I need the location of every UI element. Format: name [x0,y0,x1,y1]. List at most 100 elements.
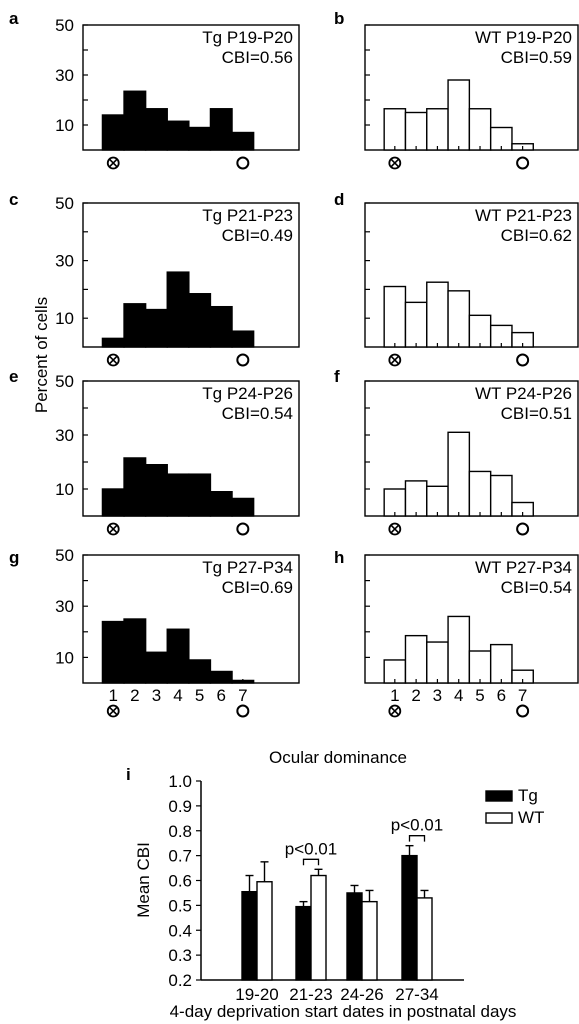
x-axis-title-ocular-dominance: Ocular dominance [269,748,407,767]
y-tick-label: 1.0 [168,772,192,791]
y-tick-label: 30 [55,597,74,616]
bar-3 [144,651,168,684]
y-tick-label: 0.2 [168,971,192,990]
bar-5 [468,650,492,684]
contralateral-eye-symbol [106,522,120,536]
cbi-label: CBI=0.51 [501,404,572,423]
panel-group-label: Tg P21-P23 [202,206,293,225]
age-label: P19-P20 [227,28,293,47]
x-tick-label: 27-34 [395,985,438,1004]
bar-5 [188,473,212,517]
bar-4 [447,79,471,151]
genotype-label: Tg [202,28,222,47]
cbi-label: CBI=0.54 [501,578,572,597]
contralateral-eye-symbol [106,156,120,170]
bar-5 [468,470,492,517]
bar-wt-27-34 [416,897,433,981]
legend-label-tg: Tg [518,786,538,805]
panel-letter: i [126,765,131,784]
bar-4 [166,473,190,517]
x-tick-label: 2 [411,686,420,705]
bar-wt-24-26 [361,900,378,981]
y-tick-label: 50 [55,372,74,391]
y-tick-label: 30 [55,66,74,85]
legend-swatch-tg [485,790,513,802]
y-tick-label: 50 [55,546,74,565]
panel-letter: c [9,190,18,209]
panel-group-label: WT P21-P23 [475,206,572,225]
x-tick-label: 2 [130,686,139,705]
bar-5 [468,314,492,348]
panel-letter: g [9,548,19,567]
genotype-label: WT [475,384,501,403]
cbi-label: CBI=0.56 [222,48,293,67]
x-tick-label: 4 [173,686,182,705]
genotype-label: Tg [202,558,222,577]
bar-wt-21-23 [310,874,327,981]
open-circle-icon [516,522,530,536]
bar-2 [123,90,147,151]
age-label: P27-P34 [506,558,572,577]
bar-tg-19-20 [241,890,258,981]
panel-group-label: Tg P19-P20 [202,28,293,47]
bar-5 [468,108,492,151]
panel-i: i 1.0 0.9 0.8 0.7 0.6 0.5 0.4 0.3 0.2 Mean CBI 4-da… [126,765,544,1021]
age-label: P24-P26 [227,384,293,403]
y-tick-label: 10 [55,116,74,135]
bar-2 [404,301,428,348]
panel-letter: b [334,9,344,28]
bar-3 [426,281,449,348]
bar-tg-21-23 [295,905,312,981]
cross-stroke [108,158,118,168]
y-tick-label: 0.3 [168,946,192,965]
open-circle-icon [516,704,530,718]
bar-3 [426,485,449,517]
bar-1 [383,285,407,348]
x-tick-label: 3 [433,686,442,705]
y-tick-label: 10 [55,309,74,328]
cross-stroke [108,706,118,716]
panel-group-label: Tg P27-P34 [202,558,293,577]
cbi-label: CBI=0.49 [222,226,293,245]
bar-4 [447,615,471,684]
x-tick-label: 21-23 [289,985,332,1004]
age-label: P19-P20 [506,28,572,47]
y-tick-label: 0.4 [168,921,192,940]
panel-letter: a [9,9,19,28]
bar-2 [404,111,428,151]
open-circle-icon [236,704,250,718]
bar-6 [209,305,233,348]
y-tick-label: 10 [55,480,74,499]
x-tick-label: 5 [475,686,484,705]
bar-4 [447,290,471,348]
bar-2 [404,480,428,517]
y-tick-label: 0.9 [168,797,192,816]
y-tick-label: 0.8 [168,822,192,841]
panel-group-label: WT P27-P34 [475,558,572,577]
cross-stroke [390,524,400,534]
bar-1 [383,108,407,151]
contralateral-eye-symbol [388,522,402,536]
bar-1 [101,114,125,151]
age-label: P21-P23 [506,206,572,225]
y-tick-label: 50 [55,16,74,35]
genotype-label: WT [475,206,501,225]
x-tick-label: 3 [152,686,161,705]
bar-3 [144,308,168,348]
y-tick-label: 30 [55,252,74,271]
x-tick-label: 5 [195,686,204,705]
x-tick-label: 7 [238,686,247,705]
panel-group-label: WT P19-P20 [475,28,572,47]
y-axis-title-mean-cbi: Mean CBI [134,842,153,918]
panel-letter: e [9,367,18,386]
cross-stroke [390,355,400,365]
cbi-label: CBI=0.69 [222,578,293,597]
bar-1 [383,488,407,517]
x-tick-label: 1 [390,686,399,705]
